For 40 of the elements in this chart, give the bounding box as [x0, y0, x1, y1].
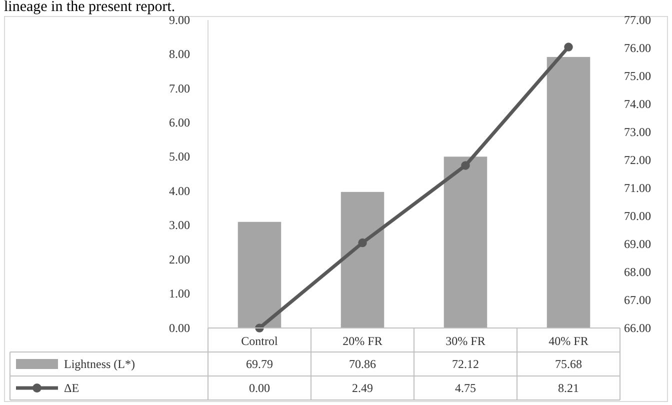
y2-tick-label: 70.00: [624, 208, 651, 223]
y2-tick-label: 73.00: [624, 124, 651, 139]
y2-tick-label: 66.00: [624, 320, 651, 335]
y2-tick-label: 72.00: [624, 152, 651, 167]
point: [564, 42, 573, 52]
y-tick-label: 4.00: [169, 184, 190, 198]
data-label: 69.79: [246, 357, 273, 371]
x-tick-label: 40% FR: [548, 334, 588, 348]
y2-tick-label: 71.00: [624, 180, 651, 195]
data-label: 75.68: [555, 357, 582, 371]
x-tick-label: 30% FR: [446, 334, 486, 348]
y-tick-label: 5.00: [169, 150, 190, 164]
data-label: 70.86: [349, 357, 376, 371]
y2-tick-label: 76.00: [624, 40, 651, 55]
data-label: 8.21: [558, 381, 579, 395]
y-tick-label: 1.00: [169, 286, 190, 301]
data-label: 0.00: [249, 381, 270, 395]
y-tick-label: 9.00: [169, 12, 190, 27]
x-tick-label: Control: [241, 334, 278, 348]
y2-tick-label: 69.00: [624, 236, 651, 251]
y2-tick-label: 67.00: [624, 292, 651, 307]
data-label: 4.75: [455, 381, 476, 395]
y-tick-label: 2.00: [169, 252, 190, 266]
y2-tick-label: 74.00: [624, 96, 651, 111]
x-tick-label: 20% FR: [342, 334, 382, 348]
y2-tick-label: 75.00: [624, 68, 651, 83]
data-label: 2.49: [352, 381, 373, 395]
data-label: 72.12: [452, 357, 479, 371]
legend-label: ΔE: [64, 381, 80, 395]
y2-tick-label: 77.00: [624, 12, 651, 27]
y-tick-label: 7.00: [169, 81, 190, 96]
text: lineage in the present report.: [4, 0, 176, 15]
legend-label: Lightness (L*): [64, 357, 135, 371]
y-tick-label: 0.00: [169, 320, 190, 335]
point: [358, 238, 367, 248]
y-tick-label: 8.00: [169, 47, 190, 62]
y-tick-label: 3.00: [169, 218, 190, 232]
y-tick-label: 6.00: [169, 116, 190, 130]
y2-tick-label: 68.00: [624, 264, 651, 279]
point: [461, 161, 470, 170]
